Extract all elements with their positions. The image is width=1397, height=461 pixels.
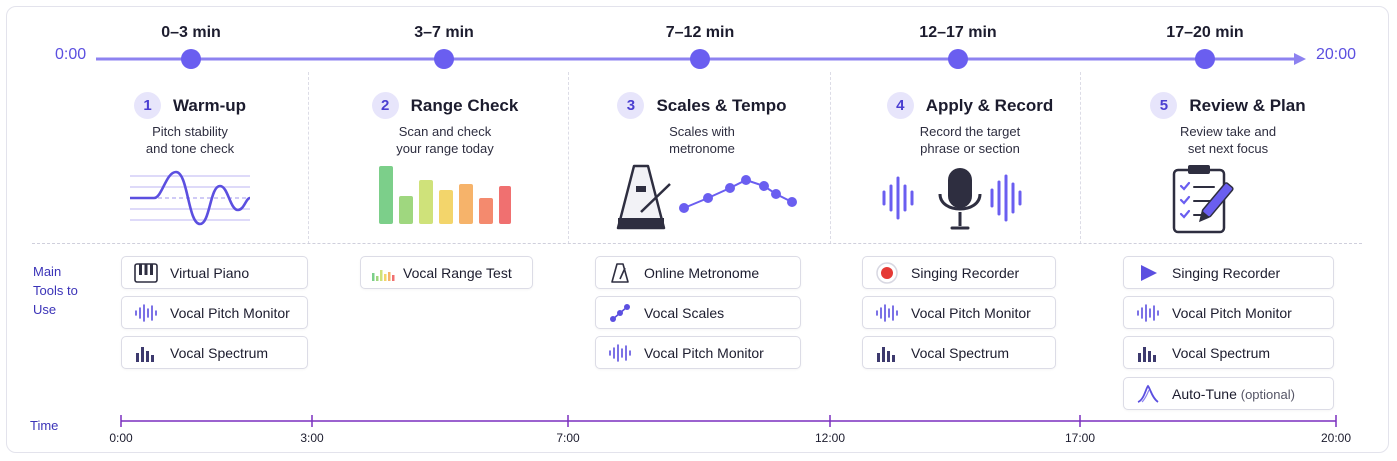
microphone-icon — [882, 168, 1022, 230]
timeline-dot-1 — [181, 49, 201, 69]
segment-label-3: 7–12 min — [665, 24, 735, 41]
tool-label: Vocal Pitch Monitor — [644, 344, 764, 361]
tool-label: Vocal Pitch Monitor — [911, 304, 1031, 321]
timeline-dot-5 — [1195, 49, 1215, 69]
step-5-header: 5 Review & Plan — [1118, 92, 1338, 119]
step-1-description: Pitch stability and tone check — [145, 124, 235, 156]
tool-label: Vocal Pitch Monitor — [170, 304, 290, 321]
tool-label: Vocal Spectrum — [911, 344, 1010, 361]
tool-vocal-spectrum[interactable]: Vocal Spectrum — [862, 336, 1056, 369]
tool-label: Virtual Piano — [170, 264, 250, 281]
tool-vocal-spectrum[interactable]: Vocal Spectrum — [1123, 336, 1334, 369]
timeline-start-label: 0:00 — [55, 46, 87, 63]
step-1-title: Warm-up — [172, 95, 247, 115]
tool-label: Online Metronome — [644, 264, 760, 281]
tool-vocal-pitch-monitor[interactable]: Vocal Pitch Monitor — [121, 296, 308, 329]
tool-label: Vocal Pitch Monitor — [1172, 304, 1292, 321]
timeline-dot-4 — [948, 49, 968, 69]
step-4-description: Record the target phrase or section — [919, 124, 1021, 156]
tool-label: Auto-Tune (optional) — [1172, 386, 1295, 402]
step-1-header: 1 Warm-up — [80, 92, 300, 119]
tool-label: Singing Recorder — [911, 264, 1020, 281]
time-tick-3: 3:00 — [300, 431, 324, 445]
column-divider — [568, 72, 569, 244]
waveform-icon — [875, 303, 899, 323]
time-tick-12: 12:00 — [814, 431, 846, 445]
spectrum-icon — [1136, 343, 1160, 363]
tool-label: Vocal Spectrum — [1172, 344, 1271, 361]
optional-note: (optional) — [1240, 386, 1295, 402]
waveform-icon — [608, 343, 632, 363]
segment-label-2: 3–7 min — [414, 24, 474, 41]
tool-vocal-range-test[interactable]: Vocal Range Test — [360, 256, 533, 289]
tool-virtual-piano[interactable]: Virtual Piano — [121, 256, 308, 289]
tool-vocal-pitch-monitor[interactable]: Vocal Pitch Monitor — [1123, 296, 1334, 329]
step-3-header: 3 Scales & Tempo — [592, 92, 812, 119]
time-tick-0: 0:00 — [109, 431, 133, 445]
step-5-title: Review & Plan — [1189, 95, 1306, 115]
tool-singing-recorder[interactable]: Singing Recorder — [862, 256, 1056, 289]
step-2-number: 2 — [371, 92, 399, 119]
step-2-title: Range Check — [410, 95, 519, 115]
timeline-dot-3 — [690, 49, 710, 69]
step-3-number: 3 — [617, 92, 645, 119]
step-3-title: Scales & Tempo — [656, 95, 787, 115]
metronome-scale-icon — [616, 164, 797, 230]
step-4-header: 4 Apply & Record — [860, 92, 1080, 119]
tool-label: Singing Recorder — [1172, 264, 1281, 281]
column-divider — [830, 72, 831, 244]
time-axis-label: Time — [30, 418, 59, 433]
range-bars-icon — [379, 166, 511, 224]
autotune-icon — [1136, 384, 1160, 404]
waveform-icon — [1136, 303, 1160, 323]
step-5-number: 5 — [1150, 92, 1178, 119]
top-timeline: 0:00 20:00 0–3 min 3–7 min 7–12 min 12–1… — [0, 0, 1397, 80]
timeline-end-label: 20:00 — [1316, 46, 1357, 63]
tool-label: Vocal Range Test — [403, 264, 512, 281]
auto-tune-label: Auto-Tune — [1172, 385, 1237, 402]
timeline-dot-2 — [434, 49, 454, 69]
metronome-icon — [608, 262, 632, 283]
tool-vocal-scales[interactable]: Vocal Scales — [595, 296, 801, 329]
waveform-icon — [134, 303, 158, 323]
step-2-description: Scan and check your range today — [396, 124, 494, 156]
section-divider — [32, 243, 1362, 244]
segment-label-5: 17–20 min — [1166, 24, 1244, 41]
step-2-header: 2 Range Check — [335, 92, 555, 119]
spectrum-icon — [875, 343, 899, 363]
record-icon — [875, 261, 899, 284]
play-icon — [1136, 263, 1160, 283]
tool-label: Vocal Spectrum — [170, 344, 269, 361]
spectrum-icon — [134, 343, 158, 363]
main-tools-label: Main Tools to Use — [33, 264, 78, 317]
segment-label-1: 0–3 min — [161, 24, 221, 41]
step-5-description: Review take and set next focus — [1179, 124, 1277, 156]
tool-label: Vocal Scales — [644, 304, 725, 321]
scales-icon — [608, 303, 632, 323]
top-timeline-line — [96, 49, 1306, 69]
tool-vocal-pitch-monitor[interactable]: Vocal Pitch Monitor — [862, 296, 1056, 329]
time-tick-7: 7:00 — [556, 431, 580, 445]
segment-label-4: 12–17 min — [919, 24, 997, 41]
step-4-number: 4 — [886, 92, 914, 119]
tool-online-metronome[interactable]: Online Metronome — [595, 256, 801, 289]
time-tick-20: 20:00 — [1320, 431, 1352, 445]
piano-icon — [134, 262, 158, 283]
tool-vocal-spectrum[interactable]: Vocal Spectrum — [121, 336, 308, 369]
checklist-icon — [1172, 165, 1234, 234]
tool-singing-recorder[interactable]: Singing Recorder — [1123, 256, 1334, 289]
column-divider — [308, 72, 309, 244]
tool-auto-tune[interactable]: Auto-Tune (optional) — [1123, 377, 1334, 410]
tool-vocal-pitch-monitor[interactable]: Vocal Pitch Monitor — [595, 336, 801, 369]
column-divider — [1080, 72, 1081, 244]
step-1-number: 1 — [133, 92, 161, 119]
step-3-description: Scales with metronome — [669, 124, 735, 156]
bottom-timeline-line — [120, 415, 1337, 427]
range-test-icon — [371, 263, 395, 283]
time-tick-17: 17:00 — [1064, 431, 1096, 445]
pitch-wave-icon — [130, 170, 251, 226]
step-4-title: Apply & Record — [925, 95, 1054, 115]
diagram-frame — [6, 6, 1389, 453]
